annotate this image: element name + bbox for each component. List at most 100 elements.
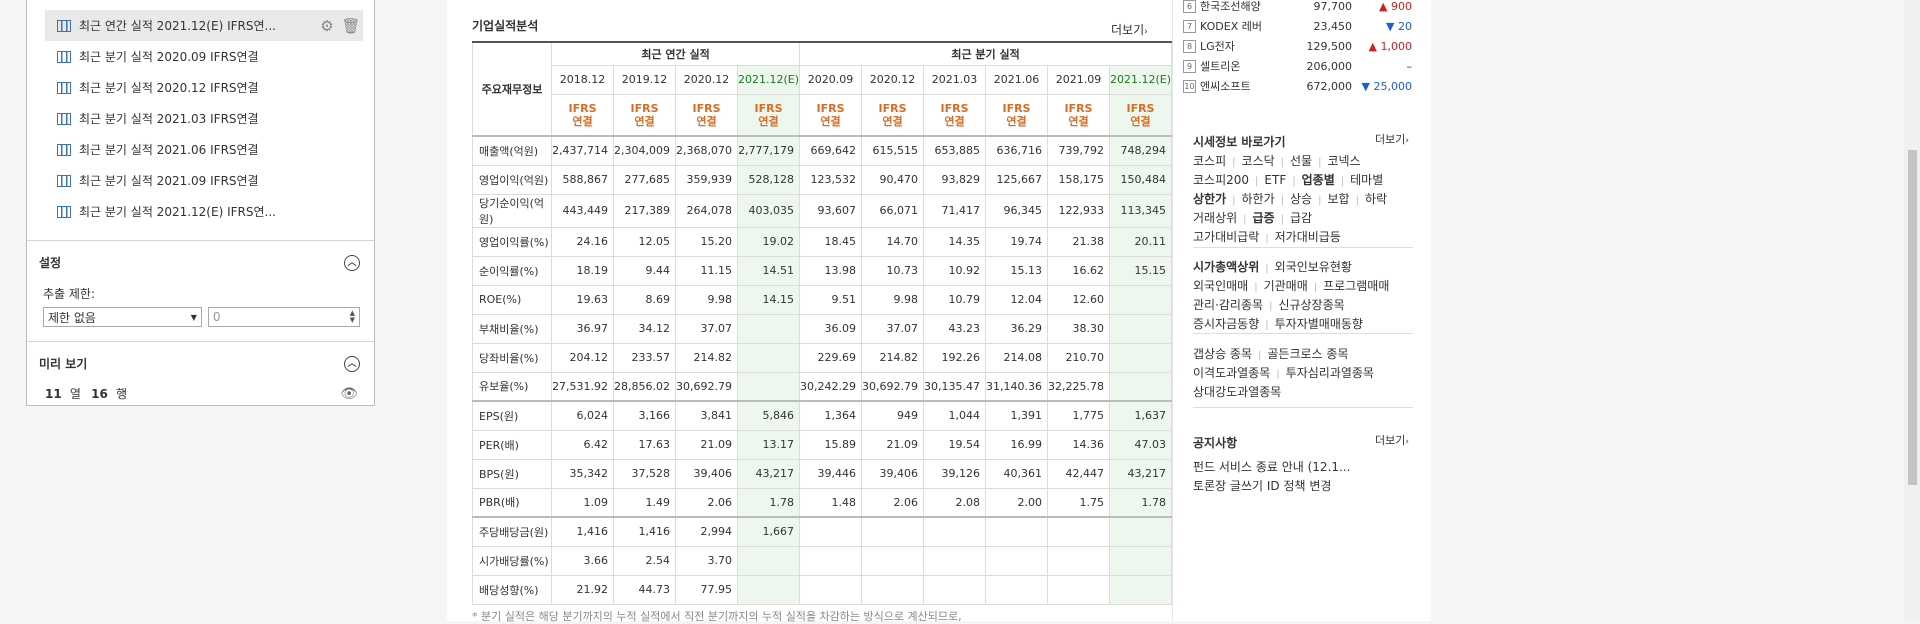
separator: |	[1313, 282, 1318, 293]
market-link[interactable]: 하한가	[1241, 192, 1275, 206]
trash-icon[interactable]: 🗑	[341, 16, 361, 35]
link-line: 이격도과열종목 | 투자심리과열종목	[1193, 364, 1374, 381]
table-item-6[interactable]: 최근 분기 실적 2021.12(E) IFRS연...	[45, 196, 363, 227]
market-link[interactable]: 신규상장종목	[1278, 298, 1345, 312]
table-cell: 3.70	[675, 545, 739, 576]
rank-number: 6	[1183, 0, 1196, 13]
market-link[interactable]: 급증	[1252, 211, 1275, 225]
market-link[interactable]: 저가대비급등	[1274, 230, 1341, 244]
table-cell: 1.48	[799, 487, 863, 518]
table-row: 영업이익률(%) 24.16 12.05 15.20 19.02 18.45 14.70 14…	[471, 226, 1173, 257]
financial-table-body: 매출액(억원) 2,437,714 2,304,009 2,368,070 2,777,…	[471, 135, 1173, 605]
market-link[interactable]: 외국인매매	[1193, 279, 1249, 293]
table-item-5[interactable]: 최근 분기 실적 2021.09 IFRS연결	[45, 165, 363, 196]
preview-header[interactable]: 미리 보기 ︿	[39, 355, 360, 372]
market-link[interactable]: 코넥스	[1327, 154, 1361, 168]
market-link[interactable]: 관리·감리종목	[1193, 298, 1264, 312]
table-item-4[interactable]: 최근 분기 실적 2021.06 IFRS연결	[45, 134, 363, 165]
stock-name[interactable]: LG전자	[1200, 40, 1235, 53]
table-item-2[interactable]: 최근 분기 실적 2020.12 IFRS연결	[45, 72, 363, 103]
market-link[interactable]: 하락	[1364, 192, 1388, 206]
limit-select[interactable]: 제한 없음 ▼	[43, 307, 202, 327]
limit-number-input[interactable]: 0 ▲ ▼	[207, 307, 360, 327]
row-label: 배당성향(%)	[471, 574, 553, 605]
table-cell: 13.98	[799, 255, 863, 286]
ranking-item[interactable]: 7 KODEX 레버 23,450 ▼ 20	[1183, 17, 1413, 35]
notice-item-0[interactable]: 펀드 서비스 종료 안내 (12.1...	[1193, 460, 1351, 474]
ranking-item[interactable]: 9 셀트리온 206,000 –	[1183, 57, 1413, 75]
market-link[interactable]: 골든크로스 종목	[1267, 347, 1349, 361]
spinner-icon[interactable]: ▲ ▼	[349, 309, 355, 324]
table-cell: 669,642	[799, 135, 863, 166]
market-link[interactable]: 외국인보유현황	[1274, 260, 1352, 274]
table-cell	[737, 545, 801, 576]
section-title: 기업실적분석	[472, 19, 539, 33]
stock-name[interactable]: KODEX 레버	[1200, 20, 1262, 33]
more-link[interactable]: 더보기›	[1111, 21, 1148, 38]
chevron-up-icon[interactable]: ︿	[344, 254, 360, 271]
scrollbar-thumb[interactable]	[1908, 150, 1917, 485]
market-link[interactable]: 코스피200	[1193, 173, 1250, 187]
table-cell: 10.79	[923, 284, 986, 315]
market-link[interactable]: 시가총액상위	[1193, 260, 1260, 274]
market-link[interactable]: 보합	[1327, 192, 1350, 206]
ifrs-line: 연결	[758, 114, 779, 128]
preview-rows-unit: 행	[116, 387, 128, 401]
row-label: 부채비율(%)	[471, 313, 553, 344]
notice-more-label: 더보기	[1375, 434, 1406, 447]
ranking-item[interactable]: 10 엔씨소프트 672,000 ▼ 25,000	[1183, 77, 1413, 95]
market-link[interactable]: 업종별	[1301, 173, 1335, 187]
market-link[interactable]: 이격도과열종목	[1193, 366, 1271, 380]
eye-icon[interactable]: 👁	[340, 385, 358, 402]
market-link[interactable]: 프로그램매매	[1323, 279, 1390, 293]
ifrs-label: IFRS 연결	[1108, 93, 1173, 137]
table-icon	[57, 50, 71, 63]
market-link[interactable]: ETF	[1264, 173, 1287, 187]
table-cell: 15.89	[799, 429, 863, 460]
market-link[interactable]: 코스닥	[1241, 154, 1275, 168]
settings-section: 설정 ︿ 추출 제한: 제한 없음 ▼ 0 ▲ ▼	[27, 240, 374, 327]
ranking-item[interactable]: 8 LG전자 129,500 ▲ 1,000	[1183, 37, 1413, 55]
table-cell: 19.02	[737, 226, 801, 257]
ifrs-label: IFRS 연결	[861, 93, 925, 137]
stock-name[interactable]: 셀트리온	[1200, 60, 1241, 73]
market-link[interactable]: 상승	[1290, 192, 1313, 206]
market-link[interactable]: 선물	[1290, 154, 1313, 168]
preview-title: 미리 보기	[39, 357, 88, 371]
gear-icon[interactable]: ⚙	[320, 16, 334, 35]
table-cell: 14.36	[1046, 429, 1110, 460]
ranking-item[interactable]: 6 한국조선해양 97,700 ▲ 900	[1183, 0, 1413, 15]
market-link[interactable]: 거래상위	[1193, 211, 1238, 225]
chevron-up-icon[interactable]: ︿	[344, 355, 360, 372]
market-link[interactable]: 상대강도과열종목	[1193, 385, 1282, 399]
market-link[interactable]: 상한가	[1193, 192, 1227, 206]
notice-more-link[interactable]: 더보기›	[1375, 432, 1409, 448]
table-cell	[861, 574, 925, 605]
market-link[interactable]: 코스피	[1193, 154, 1227, 168]
market-link[interactable]: 급감	[1290, 211, 1313, 225]
table-cell: 39,406	[861, 458, 925, 489]
table-item-label: 최근 분기 실적 2021.06 IFRS연결	[79, 143, 259, 157]
table-item-1[interactable]: 최근 분기 실적 2020.09 IFRS연결	[45, 41, 363, 72]
notice-item-1[interactable]: 토론장 글쓰기 ID 정책 변경	[1193, 479, 1332, 493]
scrollbar[interactable]	[1904, 0, 1920, 621]
market-link[interactable]: 투자자별매매동향	[1274, 317, 1363, 331]
market-link[interactable]: 투자심리과열종목	[1285, 366, 1374, 380]
table-cell: 264,078	[675, 193, 739, 228]
table-item-0[interactable]: 최근 연간 실적 2021.12(E) IFRS연... ⚙ 🗑	[45, 10, 363, 41]
market-link[interactable]: 증시자금동향	[1193, 317, 1260, 331]
stock-name[interactable]: 한국조선해양	[1200, 0, 1261, 13]
market-more-link[interactable]: 더보기›	[1375, 131, 1409, 147]
market-link[interactable]: 고가대비급락	[1193, 230, 1260, 244]
table-cell: 210.70	[1046, 342, 1110, 373]
table-row: 부채비율(%) 36.97 34.12 37.07 36.09 37.07 43.23 36.…	[471, 313, 1173, 344]
stock-name[interactable]: 엔씨소프트	[1200, 80, 1251, 93]
table-cell: 31,140.36	[985, 371, 1048, 402]
market-link[interactable]: 테마별	[1350, 173, 1384, 187]
market-link[interactable]: 기관매매	[1263, 279, 1308, 293]
table-cell: 1.78	[737, 487, 801, 518]
market-link[interactable]: 갭상승 종목	[1193, 347, 1253, 361]
period-header: 2019.12	[613, 64, 677, 95]
table-item-3[interactable]: 최근 분기 실적 2021.03 IFRS연결	[45, 103, 363, 134]
settings-header[interactable]: 설정 ︿	[39, 254, 360, 271]
